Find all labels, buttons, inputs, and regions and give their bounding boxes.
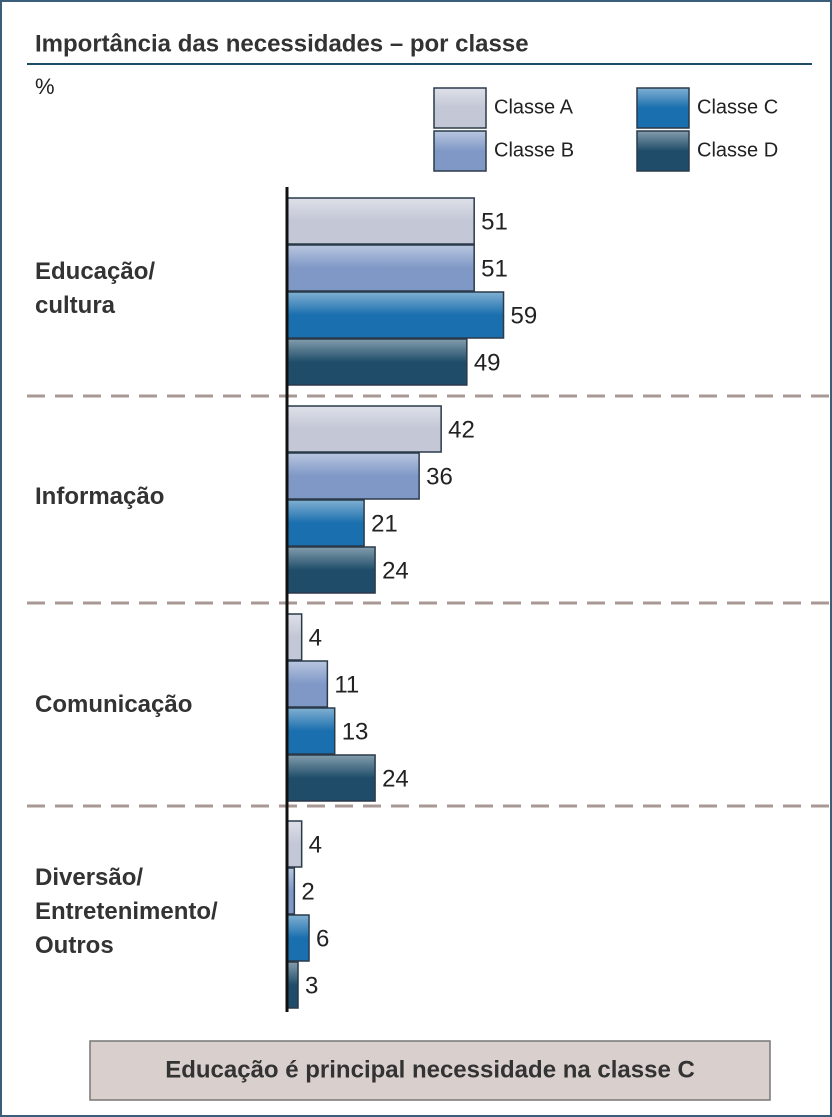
value-label: 13 xyxy=(342,718,369,745)
bar xyxy=(286,754,376,802)
bar xyxy=(286,405,442,453)
bar xyxy=(286,546,376,594)
value-label: 59 xyxy=(511,302,538,329)
legend-swatch xyxy=(433,87,487,129)
bar xyxy=(286,197,475,245)
category-label: Educação/cultura xyxy=(35,258,155,319)
legend-swatch xyxy=(636,87,690,129)
bar xyxy=(286,291,505,339)
value-label: 11 xyxy=(334,671,359,698)
value-label: 4 xyxy=(309,831,322,858)
value-label: 24 xyxy=(382,557,409,584)
category-label: Diversão/Entretenimento/Outros xyxy=(35,864,218,959)
value-label: 6 xyxy=(316,925,329,952)
bar xyxy=(286,707,336,755)
bar xyxy=(286,613,303,661)
value-label: 36 xyxy=(426,463,453,490)
unit-label: % xyxy=(35,74,55,99)
chart-title: Importância das necessidades – por class… xyxy=(35,30,529,57)
value-label: 42 xyxy=(448,416,475,443)
legend-swatch xyxy=(433,130,487,172)
bar xyxy=(286,338,468,386)
legend-label: Classe D xyxy=(697,139,778,161)
legend-swatch xyxy=(636,130,690,172)
note: Educação é principal necessidade na clas… xyxy=(165,1056,695,1083)
value-label: 51 xyxy=(481,255,508,282)
legend-label: Classe B xyxy=(494,139,574,161)
bar xyxy=(286,244,475,292)
value-label: 49 xyxy=(474,349,501,376)
legend-label: Classe C xyxy=(697,96,778,118)
value-label: 3 xyxy=(305,972,318,999)
bar xyxy=(286,820,303,868)
value-label: 24 xyxy=(382,765,409,792)
bar xyxy=(286,452,420,500)
value-label: 4 xyxy=(309,624,322,651)
bar xyxy=(286,499,365,547)
category-label: Informação xyxy=(35,483,164,510)
note-box xyxy=(89,1040,771,1101)
category-label: Comunicação xyxy=(35,691,192,718)
legend-label: Classe A xyxy=(494,96,574,118)
bar xyxy=(286,660,329,708)
bar xyxy=(286,961,299,1009)
bar xyxy=(286,914,310,962)
value-label: 2 xyxy=(301,878,314,905)
value-label: 51 xyxy=(481,208,508,235)
value-label: 21 xyxy=(371,510,398,537)
